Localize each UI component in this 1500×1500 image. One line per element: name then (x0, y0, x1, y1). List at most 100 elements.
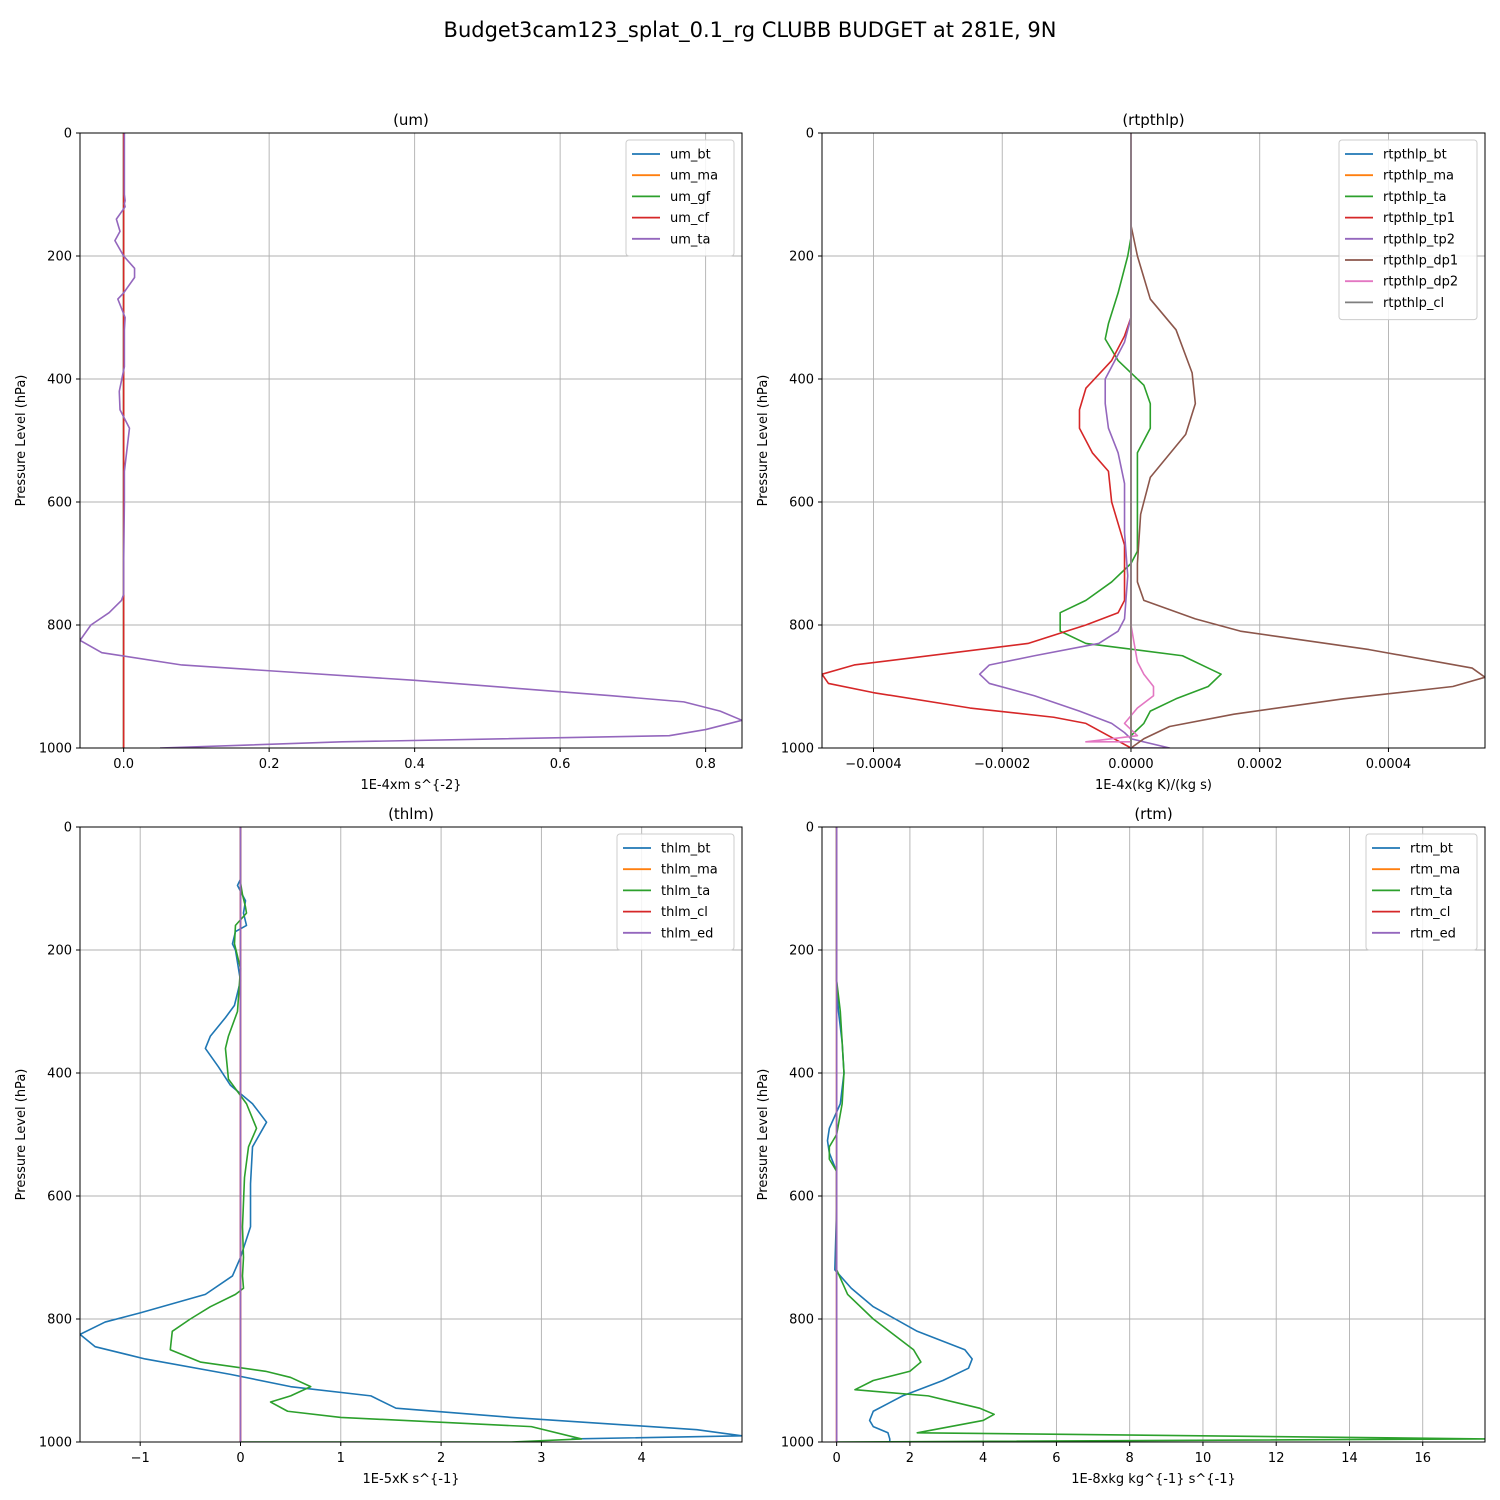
y-tick-label: 0 (64, 821, 72, 836)
y-tick-label: 200 (789, 250, 814, 265)
series-line-rtpthlp_dp1 (1130, 133, 1485, 748)
y-tick-label: 800 (789, 1313, 814, 1328)
y-tick-label: 600 (47, 496, 72, 511)
x-tick-label: −1 (131, 1451, 150, 1466)
x-tick-label: 14 (1341, 1451, 1358, 1466)
y-tick-label: 1000 (781, 1436, 814, 1451)
x-tick-label: 0.0002 (1237, 757, 1283, 772)
series-line-rtm_ta (828, 827, 1485, 1442)
y-tick-label: 400 (789, 1067, 814, 1082)
legend-box (625, 139, 735, 257)
legend-entry: um_bt (670, 148, 711, 163)
x-tick-label: 0 (236, 1451, 244, 1466)
chart-panel-0: 0.0 0.2 0.4 0.6 0.8 0 200 400 600 800 1000 (um) 1E-4… (14, 111, 743, 793)
y-axis-label: Pressure Level (hPa) (14, 1069, 29, 1201)
series-group (80, 827, 742, 1442)
y-tick-label: 0 (806, 821, 814, 836)
legend-box (1365, 833, 1478, 951)
y-tick-label: 400 (789, 373, 814, 388)
legend-entry: rtpthlp_tp1 (1383, 211, 1455, 226)
legend-box (616, 833, 735, 951)
x-tick-label: 0 (833, 1451, 841, 1466)
x-tick-label: 0.2 (259, 757, 280, 772)
legend: thlm_bt thlm_ma thlm_ta thlm_cl thlm_ed (616, 833, 735, 951)
legend-entry: um_ma (670, 169, 718, 184)
legend-entry: thlm_cl (661, 905, 708, 920)
y-tick-label: 1000 (781, 742, 814, 757)
y-tick-label: 800 (47, 1313, 72, 1328)
series-group (80, 133, 742, 748)
chart-panels: 0.0 0.2 0.4 0.6 0.802004006008001000(um)1E-4… (14, 111, 1486, 1487)
legend-entry: um_cf (670, 211, 710, 226)
y-axis-label: Pressure Level (hPa) (756, 375, 771, 507)
plot-frame (79, 826, 743, 1443)
legend-entry: rtm_ed (1410, 926, 1456, 941)
x-axis-label: 1E-4xm s^{-2} (360, 778, 461, 793)
legend-box (1338, 139, 1478, 321)
x-tick-label: −0.0004 (845, 757, 901, 772)
x-tick-label: 0.8 (695, 757, 716, 772)
series-line-rtpthlp_tp2 (978, 133, 1171, 748)
legend-entry: thlm_ed (661, 926, 713, 941)
y-tick-label: 0 (806, 127, 814, 142)
x-tick-label: 16 (1414, 1451, 1431, 1466)
legend-entry: rtpthlp_dp2 (1383, 275, 1458, 290)
legend-entry: rtm_ta (1410, 884, 1453, 899)
y-tick-label: 800 (789, 619, 814, 634)
subplot-title: (thlm) (388, 805, 434, 823)
legend-entry: rtpthlp_ma (1383, 169, 1454, 184)
series-line-rtpthlp_ta (1059, 133, 1222, 748)
subplot-title: (rtpthlp) (1122, 111, 1184, 129)
legend-entry: rtpthlp_bt (1383, 148, 1447, 163)
x-tick-label: 10 (1195, 1451, 1212, 1466)
legend-entry: um_gf (670, 190, 711, 205)
x-axis-label: 1E-8xkg kg^{-1} s^{-1} (1071, 1472, 1236, 1487)
y-axis-label: Pressure Level (hPa) (756, 1069, 771, 1201)
x-tick-label: 8 (1126, 1451, 1134, 1466)
legend-entry: thlm_bt (661, 842, 710, 857)
y-tick-label: 600 (789, 1190, 814, 1205)
x-tick-label: 0.6 (550, 757, 571, 772)
subplot-title: (um) (393, 111, 429, 129)
y-tick-label: 200 (789, 944, 814, 959)
chart-panel-2: −1 0 1 2 3 4 0 200 400 600 800 1000 (thlm) 1E-5xK s^{… (14, 805, 743, 1487)
legend-entry: rtm_bt (1410, 842, 1453, 857)
y-tick-label: 0 (64, 127, 72, 142)
y-tick-label: 1000 (39, 742, 72, 757)
x-tick-label: 0.0004 (1366, 757, 1412, 772)
legend: um_bt um_ma um_gf um_cf um_ta (625, 139, 735, 257)
x-tick-label: 4 (638, 1451, 646, 1466)
series-line-rtpthlp_tp1 (822, 133, 1132, 748)
legend-entry: rtpthlp_tp2 (1383, 232, 1455, 247)
y-tick-label: 200 (47, 250, 72, 265)
plot-frame (821, 132, 1486, 749)
y-tick-label: 400 (47, 1067, 72, 1082)
chart-panel-3: 0 2 4 6 8 10 12 14 16 0 200 400 600 800 1000 (rtm) 1E-8x… (756, 805, 1486, 1487)
legend-entry: thlm_ma (661, 863, 718, 878)
series-line-thlm_ta (169, 827, 583, 1442)
x-tick-label: 0.0000 (1108, 757, 1154, 772)
y-tick-label: 800 (47, 619, 72, 634)
series-group (826, 827, 1485, 1442)
y-tick-label: 200 (47, 944, 72, 959)
x-tick-label: 6 (1052, 1451, 1060, 1466)
chart-panel-1: −0.0004 −0.0002 0.0000 0.0002 0.0004 0 200 400 6… (756, 111, 1486, 793)
y-tick-label: 400 (47, 373, 72, 388)
x-tick-label: 0.4 (404, 757, 425, 772)
subplot-title: (rtm) (1134, 805, 1172, 823)
x-tick-label: 2 (906, 1451, 914, 1466)
series-group (822, 133, 1485, 748)
series-line-rtpthlp_dp2 (1085, 133, 1155, 748)
legend-entry: um_ta (670, 232, 710, 247)
x-tick-label: −0.0002 (974, 757, 1030, 772)
x-axis-label: 1E-4x(kg K)/(kg s) (1095, 778, 1212, 793)
x-tick-label: 2 (437, 1451, 445, 1466)
legend-entry: thlm_ta (661, 884, 710, 899)
legend-entry: rtpthlp_ta (1383, 190, 1446, 205)
legend: rtpthlp_bt rtpthlp_ma rtpthlp_ta rtpthlp_tp… (1338, 139, 1478, 321)
x-tick-label: 4 (979, 1451, 987, 1466)
x-tick-label: 3 (537, 1451, 545, 1466)
x-tick-label: 12 (1268, 1451, 1285, 1466)
x-axis-label: 1E-5xK s^{-1} (363, 1472, 460, 1487)
